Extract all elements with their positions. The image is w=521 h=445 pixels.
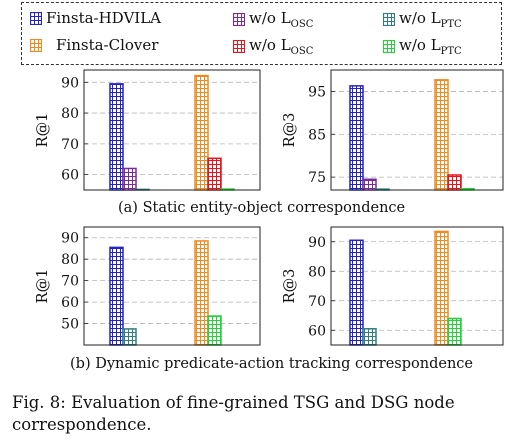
plot-frame (330, 69, 504, 191)
bar (447, 317, 462, 346)
figure-caption: Fig. 8: Evaluation of fine-grained TSG a… (12, 393, 455, 434)
bar (194, 240, 209, 346)
y-tick-label: 75 (308, 170, 326, 186)
bar (349, 85, 364, 191)
plot-frame (83, 226, 261, 346)
legend-label: w/o LPTC (399, 9, 462, 30)
y-tick-label: 85 (308, 127, 326, 143)
y-tick-label: 90 (61, 75, 79, 91)
bar (194, 74, 209, 191)
y-axis-label: R@1 (35, 269, 51, 304)
y-tick-label: 70 (308, 294, 326, 310)
y-tick-label: 95 (308, 84, 326, 100)
y-tick-label: 90 (61, 231, 79, 247)
bar (362, 178, 377, 191)
y-tick-label: 80 (61, 106, 79, 122)
legend-swatch (30, 38, 42, 52)
plot-frame (83, 69, 261, 191)
bar (207, 157, 222, 191)
legend-swatch (383, 13, 395, 26)
legend-label: w/o LOSC (249, 36, 314, 57)
legend-item: Finsta-Clover (30, 36, 158, 54)
bar (349, 239, 364, 346)
legend-label: w/o LOSC (249, 9, 314, 30)
bar (434, 230, 449, 346)
y-axis-label: R@3 (282, 269, 298, 304)
subcaption-b: (b) Dynamic predicate-action tracking co… (70, 356, 473, 372)
y-tick-label: 70 (61, 137, 79, 153)
legend-swatch (30, 11, 42, 25)
bar (207, 315, 222, 346)
legend-item: w/o LOSC (233, 36, 313, 57)
bar (122, 167, 137, 191)
legend-swatch (233, 40, 245, 53)
bar (447, 174, 462, 191)
y-tick-label: 80 (308, 264, 326, 280)
y-tick-label: 90 (308, 235, 326, 251)
y-tick-label: 50 (61, 317, 79, 333)
figure-charts: 60 70 80 90 R@1 75 85 95 R@3 50 60 70 80 90 R@1 60 70 80 9… (35, 69, 504, 346)
y-tick-label: 60 (61, 168, 79, 184)
legend-item: w/o LOSC (233, 9, 313, 30)
legend-item: w/o LPTC (383, 36, 462, 57)
legend-swatch (233, 13, 245, 26)
subcaption-a: (a) Static entity-object correspondence (118, 200, 406, 216)
legend-item: w/o LPTC (383, 9, 462, 30)
legend: Finsta-HDVILA w/o LOSC w/o LPTC Finsta-C… (21, 2, 502, 65)
y-tick-label: 60 (61, 295, 79, 311)
bar (434, 79, 449, 191)
legend-swatch (383, 40, 395, 53)
legend-label: Finsta-HDVILA (46, 9, 161, 27)
legend-label: w/o LPTC (399, 36, 462, 57)
bar (122, 328, 137, 346)
chart-4: 60 70 80 90 R@3 (282, 226, 504, 346)
bar (109, 83, 124, 191)
y-axis-label: R@3 (282, 113, 298, 148)
legend-item: Finsta-HDVILA (30, 9, 161, 27)
y-tick-label: 80 (61, 252, 79, 268)
chart-3: 50 60 70 80 90 R@1 (35, 226, 261, 346)
bar (109, 246, 124, 346)
y-tick-label: 60 (308, 323, 326, 339)
bar (362, 328, 377, 346)
legend-label: Finsta-Clover (56, 36, 159, 54)
plot-frame (330, 226, 504, 346)
y-tick-label: 70 (61, 274, 79, 290)
chart-1: 60 70 80 90 R@1 (35, 69, 261, 191)
chart-2: 75 85 95 R@3 (282, 69, 504, 191)
y-axis-label: R@1 (35, 113, 51, 148)
